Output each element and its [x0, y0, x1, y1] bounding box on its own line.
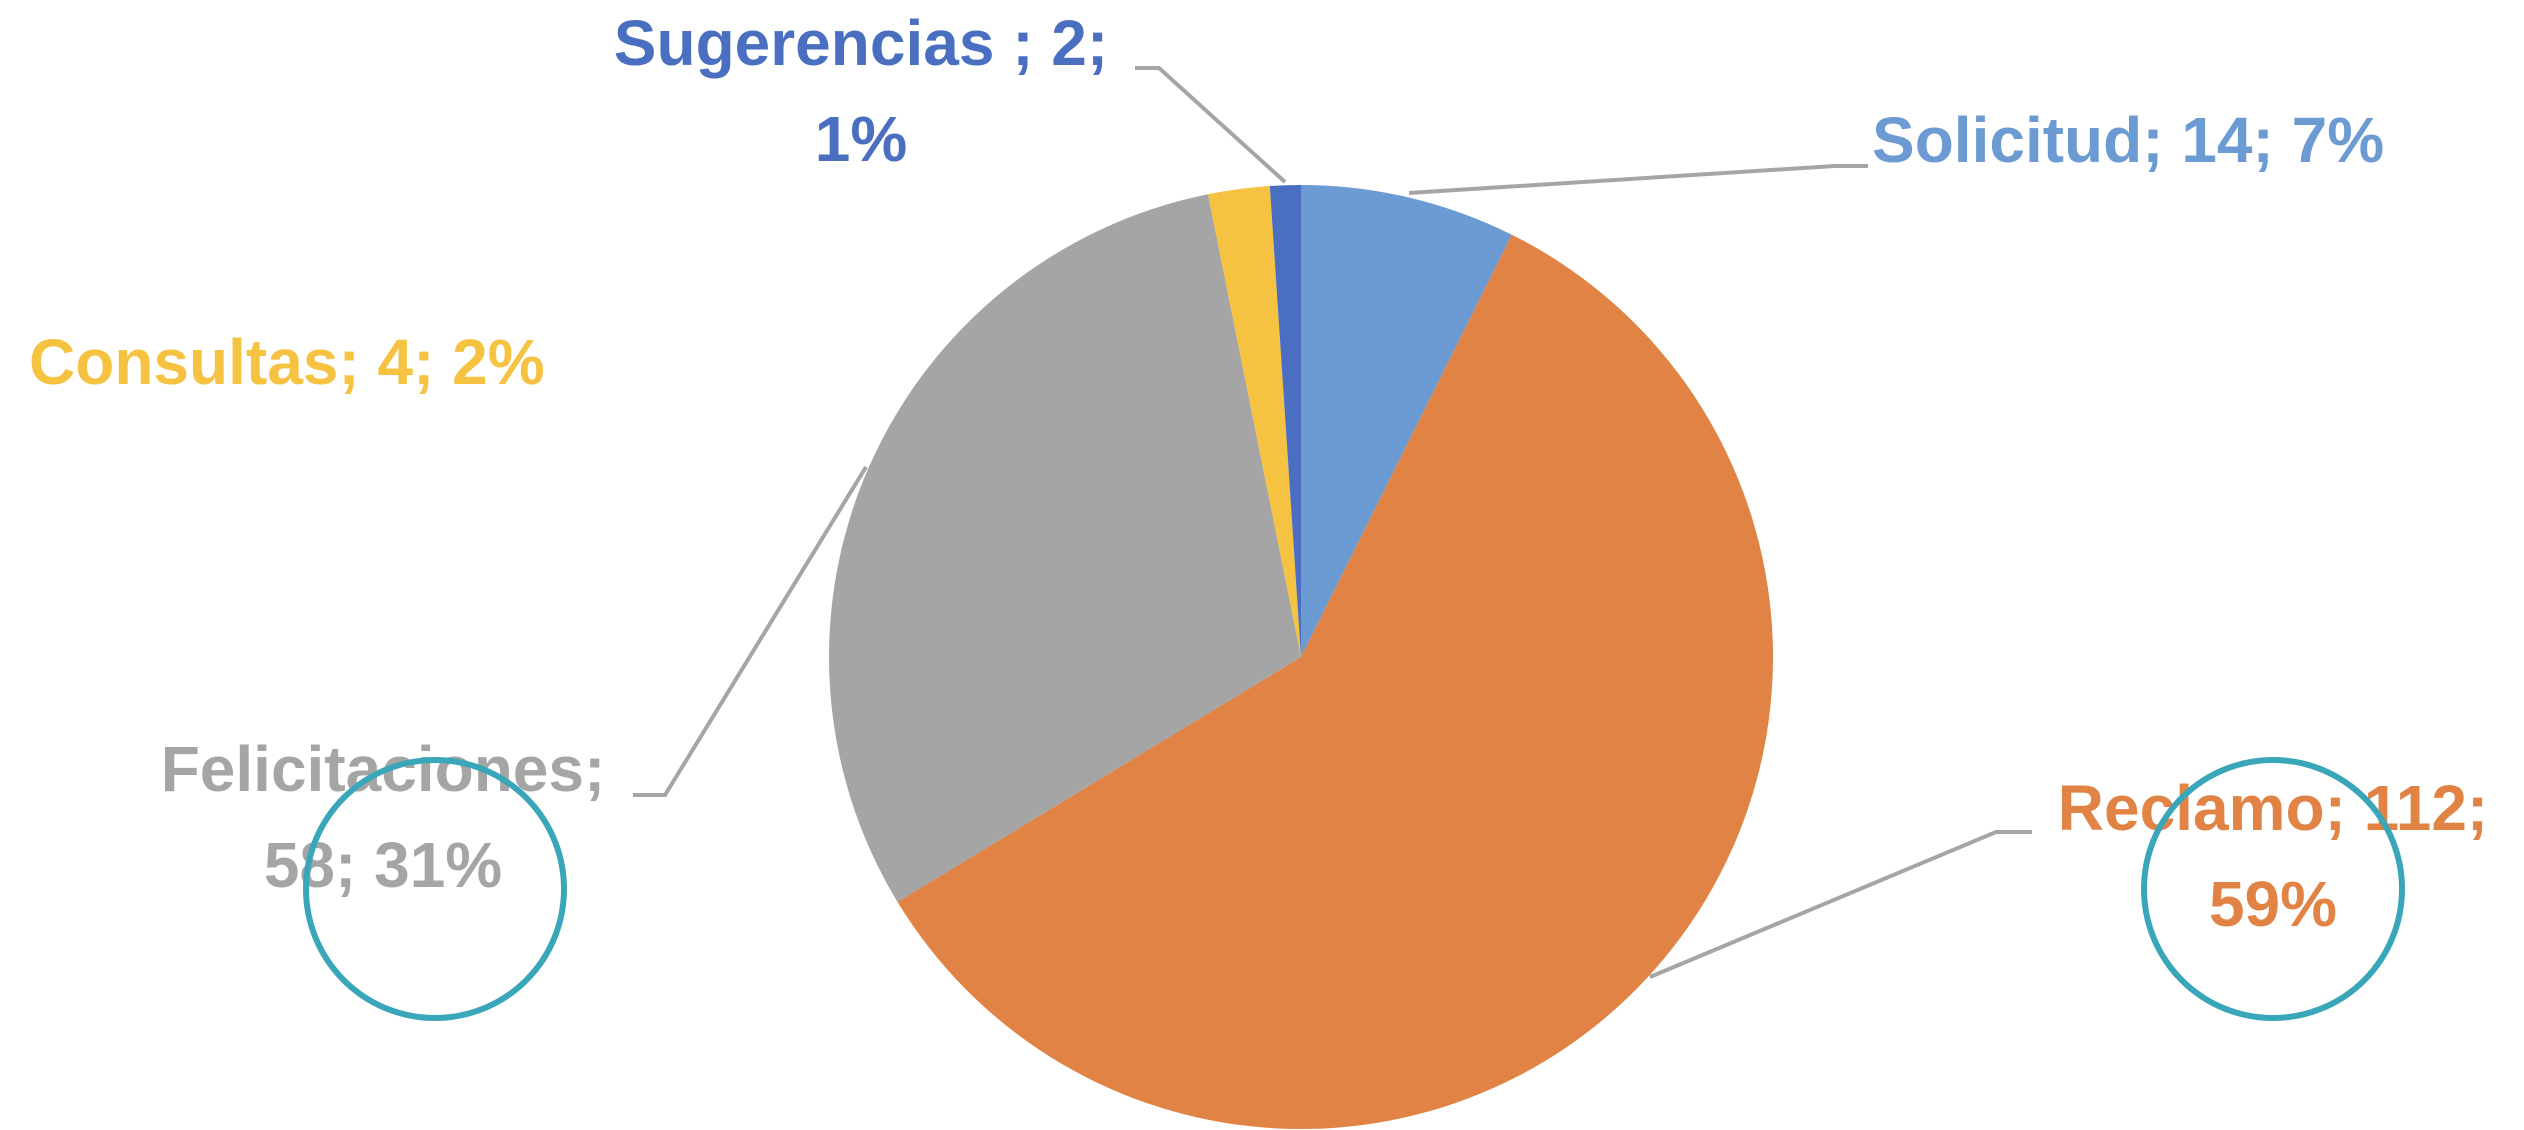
pie	[829, 185, 1774, 1130]
data-label: 58; 31%	[264, 829, 502, 901]
data-label: 59%	[2209, 868, 2337, 940]
leader-line	[1408, 164, 1868, 195]
leader-line	[1135, 66, 1287, 184]
data-labels: Solicitud; 14; 7%Reclamo; 112;59%Felicit…	[29, 7, 2488, 940]
pie-slice	[897, 234, 1774, 1130]
data-label: Sugerencias ; 2;	[614, 7, 1108, 79]
data-label: Consultas; 4; 2%	[29, 326, 545, 398]
pie-slice	[1301, 185, 1512, 657]
pie-slice	[1269, 185, 1301, 657]
leader-line	[633, 465, 868, 797]
annotation-circle	[303, 757, 567, 1021]
data-label: Solicitud; 14; 7%	[1872, 104, 2384, 176]
pie-slice	[829, 194, 1301, 902]
data-label: Reclamo; 112;	[2058, 772, 2488, 844]
annotation-circle	[2141, 757, 2405, 1021]
data-label: 1%	[815, 103, 908, 175]
pie-slice	[1207, 186, 1301, 657]
leader-line	[1649, 830, 2032, 979]
